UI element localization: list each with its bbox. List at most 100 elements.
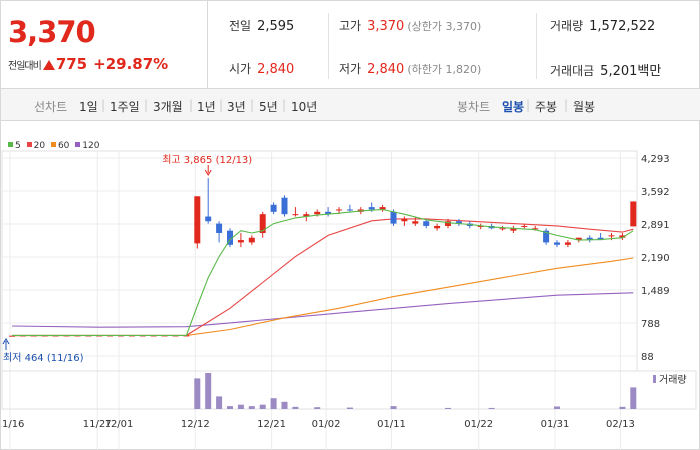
candle-body bbox=[434, 225, 441, 229]
legend-ma20: 20 bbox=[33, 141, 46, 151]
x-tick-label: 12/01 bbox=[105, 419, 134, 430]
y-tick-label: 788 bbox=[641, 319, 660, 330]
candle-body bbox=[205, 216, 212, 222]
ma20-line bbox=[12, 218, 634, 336]
amount-unit: 백만 bbox=[637, 64, 662, 79]
chart-legend: 5 20 60 120 bbox=[5, 141, 99, 151]
low-annotation: 최저 464 (11/16) bbox=[3, 352, 84, 364]
open-label: 시가 bbox=[229, 62, 252, 76]
change-label: 전일대비 bbox=[8, 61, 42, 72]
y-tick-label: 88 bbox=[641, 352, 654, 363]
y-tick-label: 3,592 bbox=[641, 187, 670, 198]
candle-body bbox=[292, 214, 299, 216]
low-value: 2,840 bbox=[367, 62, 405, 77]
volume-bar bbox=[314, 407, 321, 409]
x-tick-label: 11/27 bbox=[83, 419, 112, 430]
candle-body bbox=[521, 225, 528, 227]
volume-bar bbox=[292, 406, 299, 409]
amount-value: 5,201 bbox=[600, 64, 638, 79]
volume-bar bbox=[270, 398, 277, 409]
candle-body bbox=[575, 237, 582, 241]
x-tick-label: 01/31 bbox=[541, 419, 570, 430]
volume-bar bbox=[619, 406, 626, 409]
ma5-swatch bbox=[8, 142, 13, 147]
candle-body bbox=[325, 211, 332, 215]
change-percent: +29.87% bbox=[93, 55, 169, 73]
tab-3year[interactable]: 3년 bbox=[227, 100, 246, 114]
high-annotation: 최고 3,865 (12/13) bbox=[162, 154, 252, 166]
volume-bar bbox=[554, 406, 560, 409]
volume: 거래량 1,572,522 bbox=[550, 17, 655, 34]
volume-bar bbox=[281, 401, 288, 409]
candle-body bbox=[194, 196, 201, 244]
divider bbox=[536, 13, 537, 79]
tab-monthly[interactable]: 월봉 bbox=[573, 100, 596, 114]
volume-bar bbox=[259, 404, 266, 409]
candle-body bbox=[630, 201, 637, 227]
candle-body bbox=[401, 218, 408, 222]
volume-bar bbox=[488, 407, 495, 409]
up-arrow-icon bbox=[42, 60, 55, 70]
ma20-swatch bbox=[26, 142, 32, 147]
candle-body bbox=[532, 228, 539, 230]
volume-bar bbox=[237, 404, 244, 409]
y-tick-label: 2,891 bbox=[641, 220, 670, 231]
amount-label: 거래대금 bbox=[550, 64, 595, 78]
candle-body bbox=[499, 228, 506, 230]
prev-close-label: 전일 bbox=[229, 19, 252, 33]
high-label: 고가 bbox=[339, 19, 362, 33]
tab-1week[interactable]: 1주일 bbox=[110, 100, 140, 114]
candle-body bbox=[227, 230, 233, 245]
volume-legend-swatch bbox=[653, 375, 656, 383]
candle-body bbox=[412, 221, 419, 224]
tab-5year[interactable]: 5년 bbox=[259, 100, 278, 114]
candle-body bbox=[303, 214, 310, 217]
x-tick-label: 01/02 bbox=[312, 419, 341, 430]
open-value: 2,840 bbox=[257, 62, 295, 77]
candle-body bbox=[314, 211, 321, 215]
prev-close-value: 2,595 bbox=[257, 19, 295, 34]
candle-body bbox=[346, 209, 353, 211]
open-price: 시가 2,840 bbox=[229, 60, 294, 77]
volume-bar bbox=[390, 406, 397, 409]
volume-bar bbox=[346, 407, 353, 409]
y-tick-label: 1,489 bbox=[641, 286, 670, 297]
tab-1year[interactable]: 1년 bbox=[197, 100, 216, 114]
ma120-swatch bbox=[75, 142, 81, 147]
low-arrow-icon bbox=[2, 338, 10, 345]
volume-label: 거래량 bbox=[550, 19, 584, 33]
ma60-swatch bbox=[50, 142, 56, 147]
line-chart-label: 선차트 bbox=[34, 100, 68, 114]
current-price: 3,370 bbox=[8, 15, 96, 49]
legend-ma5: 5 bbox=[15, 141, 21, 151]
candle-body bbox=[455, 221, 462, 224]
x-tick-label: 12/21 bbox=[257, 419, 286, 430]
tab-weekly[interactable]: 주봉 bbox=[535, 100, 558, 114]
change-row: 전일대비 775 +29.87% bbox=[8, 55, 168, 73]
low-label: 저가 bbox=[339, 62, 362, 76]
volume-panel bbox=[1, 370, 697, 410]
period-bar: 선차트 1일 | 1주일 | 3개월 | 1년 | 3년 | 5년 | 10년 … bbox=[1, 89, 700, 121]
candle-body bbox=[390, 211, 397, 224]
tab-10year[interactable]: 10년 bbox=[291, 100, 318, 114]
volume-bar bbox=[248, 406, 255, 409]
legend-ma120: 120 bbox=[82, 141, 100, 151]
candle-body bbox=[237, 240, 244, 243]
volume-bar bbox=[630, 387, 637, 409]
candle-body bbox=[510, 228, 517, 231]
current-price-box: 3,370 전일대비 775 +29.87% bbox=[1, 1, 208, 89]
candle-body bbox=[554, 242, 560, 245]
x-tick-label: 11/16 bbox=[1, 419, 24, 430]
volume-value: 1,572,522 bbox=[589, 19, 656, 34]
x-tick-label: 01/11 bbox=[377, 419, 406, 430]
tab-daily[interactable]: 일봉 bbox=[502, 100, 525, 114]
candle-body bbox=[270, 204, 277, 212]
tab-1day[interactable]: 1일 bbox=[79, 100, 98, 114]
volume-bar bbox=[227, 406, 233, 409]
candle-body bbox=[597, 237, 604, 241]
candle-chart-label: 봉차트 bbox=[457, 100, 491, 114]
legend-ma60: 60 bbox=[57, 141, 70, 151]
lower-limit: (하한가 1,820) bbox=[407, 63, 482, 76]
tab-3month[interactable]: 3개월 bbox=[153, 100, 183, 114]
